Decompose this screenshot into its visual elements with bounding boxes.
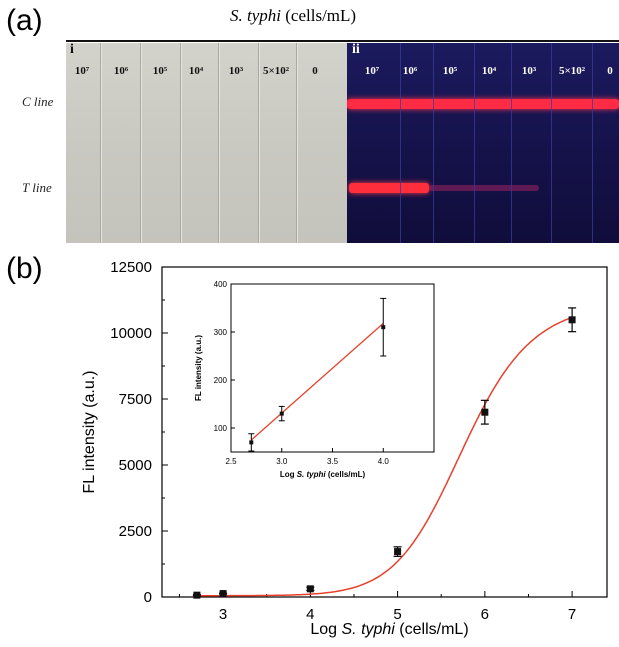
lane-divider (258, 43, 259, 243)
data-point (219, 590, 227, 598)
lane-label: 10⁶ (402, 65, 418, 77)
t-line-label: T line (22, 180, 52, 195)
c-line-label: C line (22, 94, 54, 109)
lane-label: 10⁶ (113, 65, 129, 77)
inset-x-tick-label: 2.5 (225, 457, 237, 466)
lane-label: 10⁵ (442, 65, 458, 77)
inset-x-axis-label: Log S. typhi (cells/mL) (280, 470, 366, 479)
lane-label: 5×10² (558, 65, 586, 77)
inset-data-point (249, 440, 254, 445)
x-tick-label: 5 (393, 606, 401, 623)
data-point (568, 316, 576, 324)
x-tick-label: 6 (481, 606, 489, 623)
lane-label: 10⁷ (74, 65, 90, 77)
strip-ii-numeral: ii (352, 42, 360, 57)
data-point (306, 585, 314, 593)
c-line-fluorescent-band (347, 99, 619, 109)
inset-y-tick-label: 200 (214, 376, 228, 385)
inset-y-tick-label: 100 (214, 424, 228, 433)
lane-divider (474, 43, 475, 243)
lane-divider (592, 43, 593, 243)
lane-divider (400, 43, 401, 243)
lane-label: 10⁴ (188, 65, 204, 77)
lane-label: 10⁷ (364, 65, 380, 77)
lane-label: 5×10² (262, 65, 290, 77)
data-point (481, 408, 489, 416)
concentration-axis-title: S. typhi (cells/mL) (230, 6, 356, 26)
species-name: S. typhi (230, 6, 281, 25)
inset-y-tick-label: 300 (214, 328, 228, 337)
lane-divider (433, 43, 434, 243)
lane-label: 10³ (521, 65, 537, 77)
lane-label: 0 (312, 65, 318, 77)
x-tick-label: 7 (568, 606, 576, 623)
inset-y-axis-label: FL intensity (a.u.) (194, 335, 203, 401)
lane-divider (296, 43, 297, 243)
lane-label: 10⁵ (152, 65, 168, 77)
inset-x-tick-label: 4.0 (378, 457, 390, 466)
test-strip-photo-fluorescent: 10⁷ 10⁶ 10⁵ 10⁴ 10³ 5×10² 0 (347, 43, 619, 243)
inset-data-point (381, 325, 386, 330)
x-axis-label: Log S. typhi (cells/mL) (310, 621, 468, 638)
t-line-fluorescent-band-weak (429, 185, 539, 191)
y-tick-label: 7500 (119, 391, 152, 408)
inset-y-tick-label: 400 (214, 280, 228, 289)
unit-text: (cells/mL) (281, 6, 357, 25)
lane-divider (218, 43, 219, 243)
strip-i-numeral: i (70, 42, 74, 57)
lane-divider (551, 43, 552, 243)
title-rule (66, 40, 619, 42)
lane-label: 10⁴ (481, 65, 497, 77)
y-tick-label: 10000 (110, 325, 152, 342)
y-tick-label: 12500 (110, 259, 152, 276)
inset-x-tick-label: 3.0 (276, 457, 288, 466)
test-strip-photo-bright: 10⁷ 10⁶ 10⁵ 10⁴ 10³ 5×10² 0 (66, 43, 347, 243)
y-tick-label: 2500 (119, 523, 152, 540)
lane-divider (180, 43, 181, 243)
t-line-fluorescent-band-strong (349, 183, 429, 193)
x-tick-label: 4 (306, 606, 314, 623)
panel-b-label: (b) (6, 252, 43, 285)
y-tick-label: 5000 (119, 457, 152, 474)
inset-fit-line (250, 322, 384, 441)
inset-x-tick-label: 3.5 (327, 457, 339, 466)
data-point (394, 548, 402, 556)
fit-curve (196, 316, 573, 597)
lane-divider (100, 43, 101, 243)
lane-divider (140, 43, 141, 243)
panel-a-label: (a) (6, 4, 43, 37)
lane-divider (511, 43, 512, 243)
x-tick-label: 3 (219, 606, 227, 623)
y-tick-label: 0 (144, 589, 152, 606)
lane-label: 10³ (228, 65, 244, 77)
inset-data-point (279, 411, 284, 416)
data-point (193, 591, 201, 599)
lane-label: 0 (607, 65, 613, 77)
y-axis-label: FL intensity (a.u.) (81, 370, 98, 493)
